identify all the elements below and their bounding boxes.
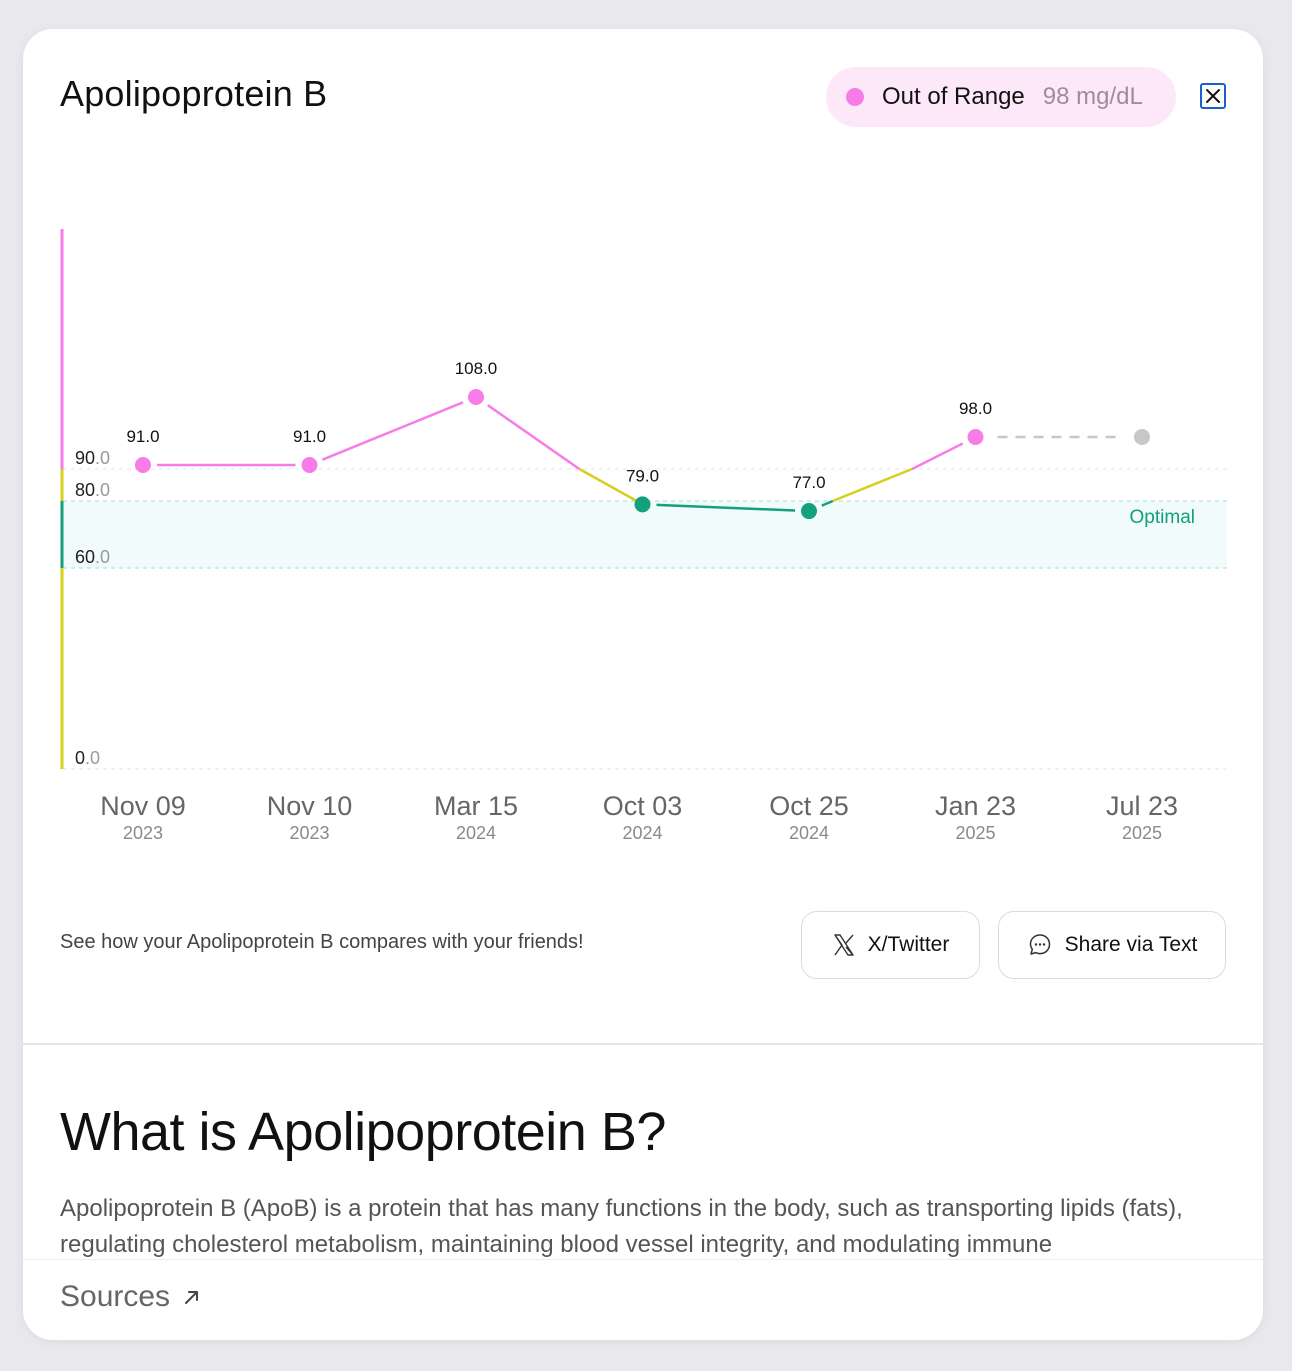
info-description: Apolipoprotein B (ApoB) is a protein tha…: [60, 1195, 1183, 1258]
series-line-segment: [321, 401, 464, 461]
close-icon: [1206, 89, 1220, 103]
x-tick-date: Oct 03: [603, 791, 683, 821]
sources-bar: Sources: [23, 1259, 1263, 1340]
data-point: [634, 496, 651, 513]
data-label: 108.0: [455, 359, 498, 378]
data-label: 77.0: [792, 473, 825, 492]
page-title: Apolipoprotein B: [60, 73, 328, 114]
data-point: [301, 457, 318, 473]
close-button[interactable]: [1200, 83, 1226, 109]
x-tick-date: Jul 23: [1106, 791, 1178, 821]
x-tick-date: Mar 15: [434, 791, 518, 821]
optimal-band: [63, 501, 1227, 568]
share-text-label: Share via Text: [1064, 933, 1198, 956]
info-heading: What is Apolipoprotein B?: [60, 1102, 666, 1162]
x-tick-year: 2024: [789, 823, 829, 843]
series-line-segment: [578, 467, 638, 503]
x-tick-year: 2025: [955, 823, 995, 843]
chat-bubble-icon: [1029, 934, 1050, 955]
x-tick-date: Jan 23: [935, 791, 1016, 821]
data-label: 79.0: [626, 466, 659, 485]
x-tick-date: Nov 09: [100, 791, 186, 821]
status-label: Out of Range: [882, 83, 1025, 110]
data-label: 91.0: [293, 427, 326, 446]
data-label: 91.0: [126, 427, 159, 446]
share-prompt: See how your Apolipoprotein B compares w…: [60, 931, 584, 953]
status-badge: Out of Range 98 mg/dL: [826, 67, 1176, 127]
data-point: [1134, 429, 1150, 445]
x-tick-date: Oct 25: [769, 791, 849, 821]
data-point: [967, 429, 984, 445]
series-line-segment: [487, 404, 581, 471]
x-tick-date: Nov 10: [267, 791, 353, 821]
data-point: [801, 503, 817, 520]
series-line-segment: [821, 499, 834, 507]
x-tick-year: 2023: [123, 823, 163, 843]
data-label: 98.0: [959, 399, 992, 418]
biomarker-card: Apolipoprotein B Out of Range 98 mg/dL 9…: [23, 29, 1263, 1340]
x-tick-year: 2025: [1122, 823, 1162, 843]
y-tick-label: 90.0: [75, 448, 110, 468]
optimal-label: Optimal: [1130, 507, 1195, 528]
data-point: [135, 457, 151, 473]
y-tick-label: 0.0: [75, 748, 100, 768]
x-tick-year: 2024: [622, 823, 662, 843]
status-value: 98 mg/dL: [1042, 83, 1143, 110]
series-line-segment: [832, 467, 913, 503]
sources-label: Sources: [60, 1280, 171, 1313]
x-tick-year: 2024: [456, 823, 496, 843]
data-point: [468, 389, 484, 405]
x-twitter-icon: [833, 934, 854, 956]
arrow-up-right-icon: [185, 1291, 199, 1304]
series-line-segment: [911, 442, 964, 471]
share-text-button[interactable]: Share via Text: [998, 911, 1226, 979]
sources-link[interactable]: Sources: [60, 1280, 202, 1314]
status-dot-icon: [846, 88, 864, 106]
share-twitter-button[interactable]: X/Twitter: [801, 911, 980, 979]
x-tick-year: 2023: [289, 823, 329, 843]
y-tick-label: 60.0: [75, 547, 110, 567]
share-twitter-label: X/Twitter: [867, 933, 950, 956]
series-line-segment: [656, 503, 796, 512]
y-tick-label: 80.0: [75, 480, 110, 500]
section-divider: [23, 1043, 1263, 1045]
